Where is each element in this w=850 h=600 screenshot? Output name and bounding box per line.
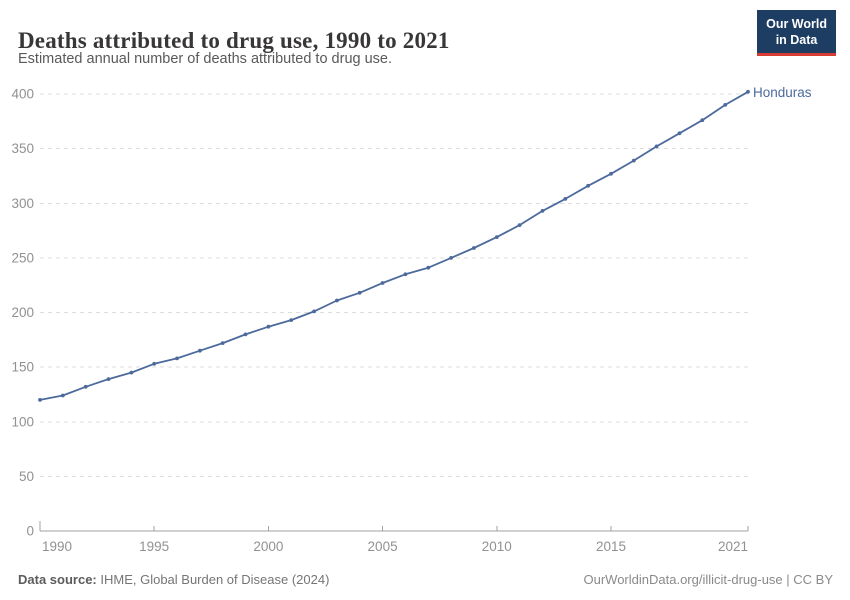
y-tick-label: 400 bbox=[11, 87, 34, 102]
data-point[interactable] bbox=[83, 384, 88, 389]
chart-subtitle: Estimated annual number of deaths attrib… bbox=[18, 51, 393, 67]
footer-link[interactable]: OurWorldinData.org/illicit-drug-use | CC… bbox=[583, 572, 834, 587]
y-tick-label: 150 bbox=[11, 360, 34, 375]
y-tick-label: 250 bbox=[11, 250, 34, 265]
data-point[interactable] bbox=[449, 256, 453, 260]
data-point[interactable] bbox=[426, 265, 431, 270]
data-point[interactable] bbox=[540, 209, 545, 213]
data-point[interactable] bbox=[243, 332, 248, 337]
data-source-label: Data source: bbox=[18, 572, 97, 587]
chart-title: Deaths attributed to drug use, 1990 to 2… bbox=[18, 28, 450, 54]
data-point[interactable] bbox=[198, 348, 202, 353]
data-point[interactable] bbox=[517, 223, 522, 228]
data-point[interactable] bbox=[38, 398, 42, 402]
x-tick-label: 2000 bbox=[253, 539, 283, 554]
x-tick-label: 1990 bbox=[42, 539, 72, 554]
owid-logo[interactable]: Our World in Data bbox=[757, 10, 836, 56]
data-point[interactable] bbox=[472, 246, 476, 250]
data-point[interactable] bbox=[609, 171, 613, 176]
owid-logo-line1: Our World bbox=[766, 17, 827, 31]
x-tick-label: 2010 bbox=[482, 539, 512, 554]
y-tick-label: 100 bbox=[11, 414, 34, 429]
data-point[interactable] bbox=[677, 131, 682, 136]
y-tick-label: 50 bbox=[19, 469, 34, 484]
data-source-value: IHME, Global Burden of Disease (2024) bbox=[96, 572, 330, 587]
data-point[interactable] bbox=[60, 393, 65, 398]
data-point[interactable] bbox=[312, 309, 316, 314]
data-point[interactable] bbox=[654, 144, 659, 149]
data-point[interactable] bbox=[289, 318, 294, 322]
data-point[interactable] bbox=[380, 281, 385, 285]
data-point[interactable] bbox=[152, 361, 157, 366]
data-point[interactable] bbox=[335, 298, 339, 303]
x-tick-label: 2015 bbox=[596, 539, 626, 554]
y-tick-label: 200 bbox=[11, 305, 34, 320]
chart-footer: Data source: IHME, Global Burden of Dise… bbox=[18, 572, 833, 587]
y-tick-label: 300 bbox=[11, 196, 34, 211]
data-point[interactable] bbox=[357, 290, 362, 295]
entity-label-honduras[interactable]: Honduras bbox=[753, 85, 812, 100]
data-source-text: Data source: IHME, Global Burden of Dise… bbox=[18, 572, 329, 587]
data-point[interactable] bbox=[129, 370, 134, 375]
owid-logo-line2: in Data bbox=[775, 33, 818, 48]
data-point[interactable] bbox=[700, 118, 705, 123]
x-tick-label: 2021 bbox=[718, 539, 748, 554]
x-tick-label: 2005 bbox=[368, 539, 398, 554]
data-point[interactable] bbox=[746, 89, 750, 94]
data-point[interactable] bbox=[220, 341, 225, 345]
y-tick-label: 350 bbox=[11, 141, 34, 156]
data-point[interactable] bbox=[586, 183, 590, 188]
data-point[interactable] bbox=[106, 377, 111, 381]
data-point[interactable] bbox=[563, 197, 568, 201]
trend-line-honduras[interactable] bbox=[39, 90, 749, 401]
x-tick-label: 1995 bbox=[139, 539, 169, 554]
data-point[interactable] bbox=[494, 235, 499, 240]
y-tick-label: 0 bbox=[26, 524, 34, 539]
data-point[interactable] bbox=[403, 272, 408, 277]
data-point[interactable] bbox=[723, 103, 728, 107]
data-point[interactable] bbox=[175, 356, 179, 361]
data-point[interactable] bbox=[266, 324, 271, 329]
data-point[interactable] bbox=[631, 158, 636, 163]
